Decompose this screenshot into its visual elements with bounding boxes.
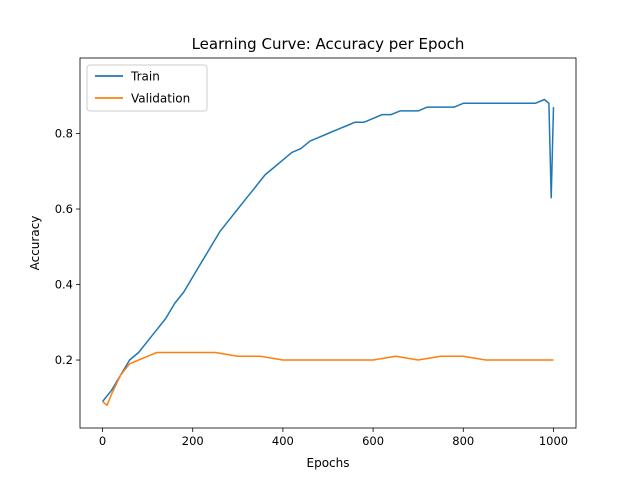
y-tick-label: 0.8 [55, 127, 73, 141]
x-tick-label: 400 [272, 434, 294, 448]
plot-area [79, 57, 577, 429]
y-axis-ticks: 0.2 0.4 0.6 0.8 [55, 127, 80, 367]
x-axis-label: Epochs [307, 456, 350, 470]
legend-label-validation: Validation [131, 92, 190, 106]
series-line-validation [102, 351, 554, 407]
x-tick-label: 200 [182, 434, 204, 448]
series-line-train [101, 98, 555, 403]
chart-title: Learning Curve: Accuracy per Epoch [192, 35, 465, 53]
y-tick-label: 0.4 [55, 278, 73, 292]
y-tick-label: 0.2 [55, 353, 73, 367]
x-tick-label: 0 [99, 434, 106, 448]
axes-background [80, 58, 576, 428]
x-axis-ticks: 0 200 400 600 800 1000 [99, 428, 568, 448]
x-tick-label: 800 [452, 434, 474, 448]
y-tick-label: 0.6 [55, 202, 73, 216]
legend: Train Validation [86, 64, 208, 112]
x-tick-label: 600 [362, 434, 384, 448]
y-axis-label: Accuracy [28, 216, 42, 271]
series-layer [101, 98, 555, 407]
axes-frame [79, 57, 577, 429]
x-tick-label: 1000 [539, 434, 568, 448]
legend-label-train: Train [130, 70, 160, 84]
